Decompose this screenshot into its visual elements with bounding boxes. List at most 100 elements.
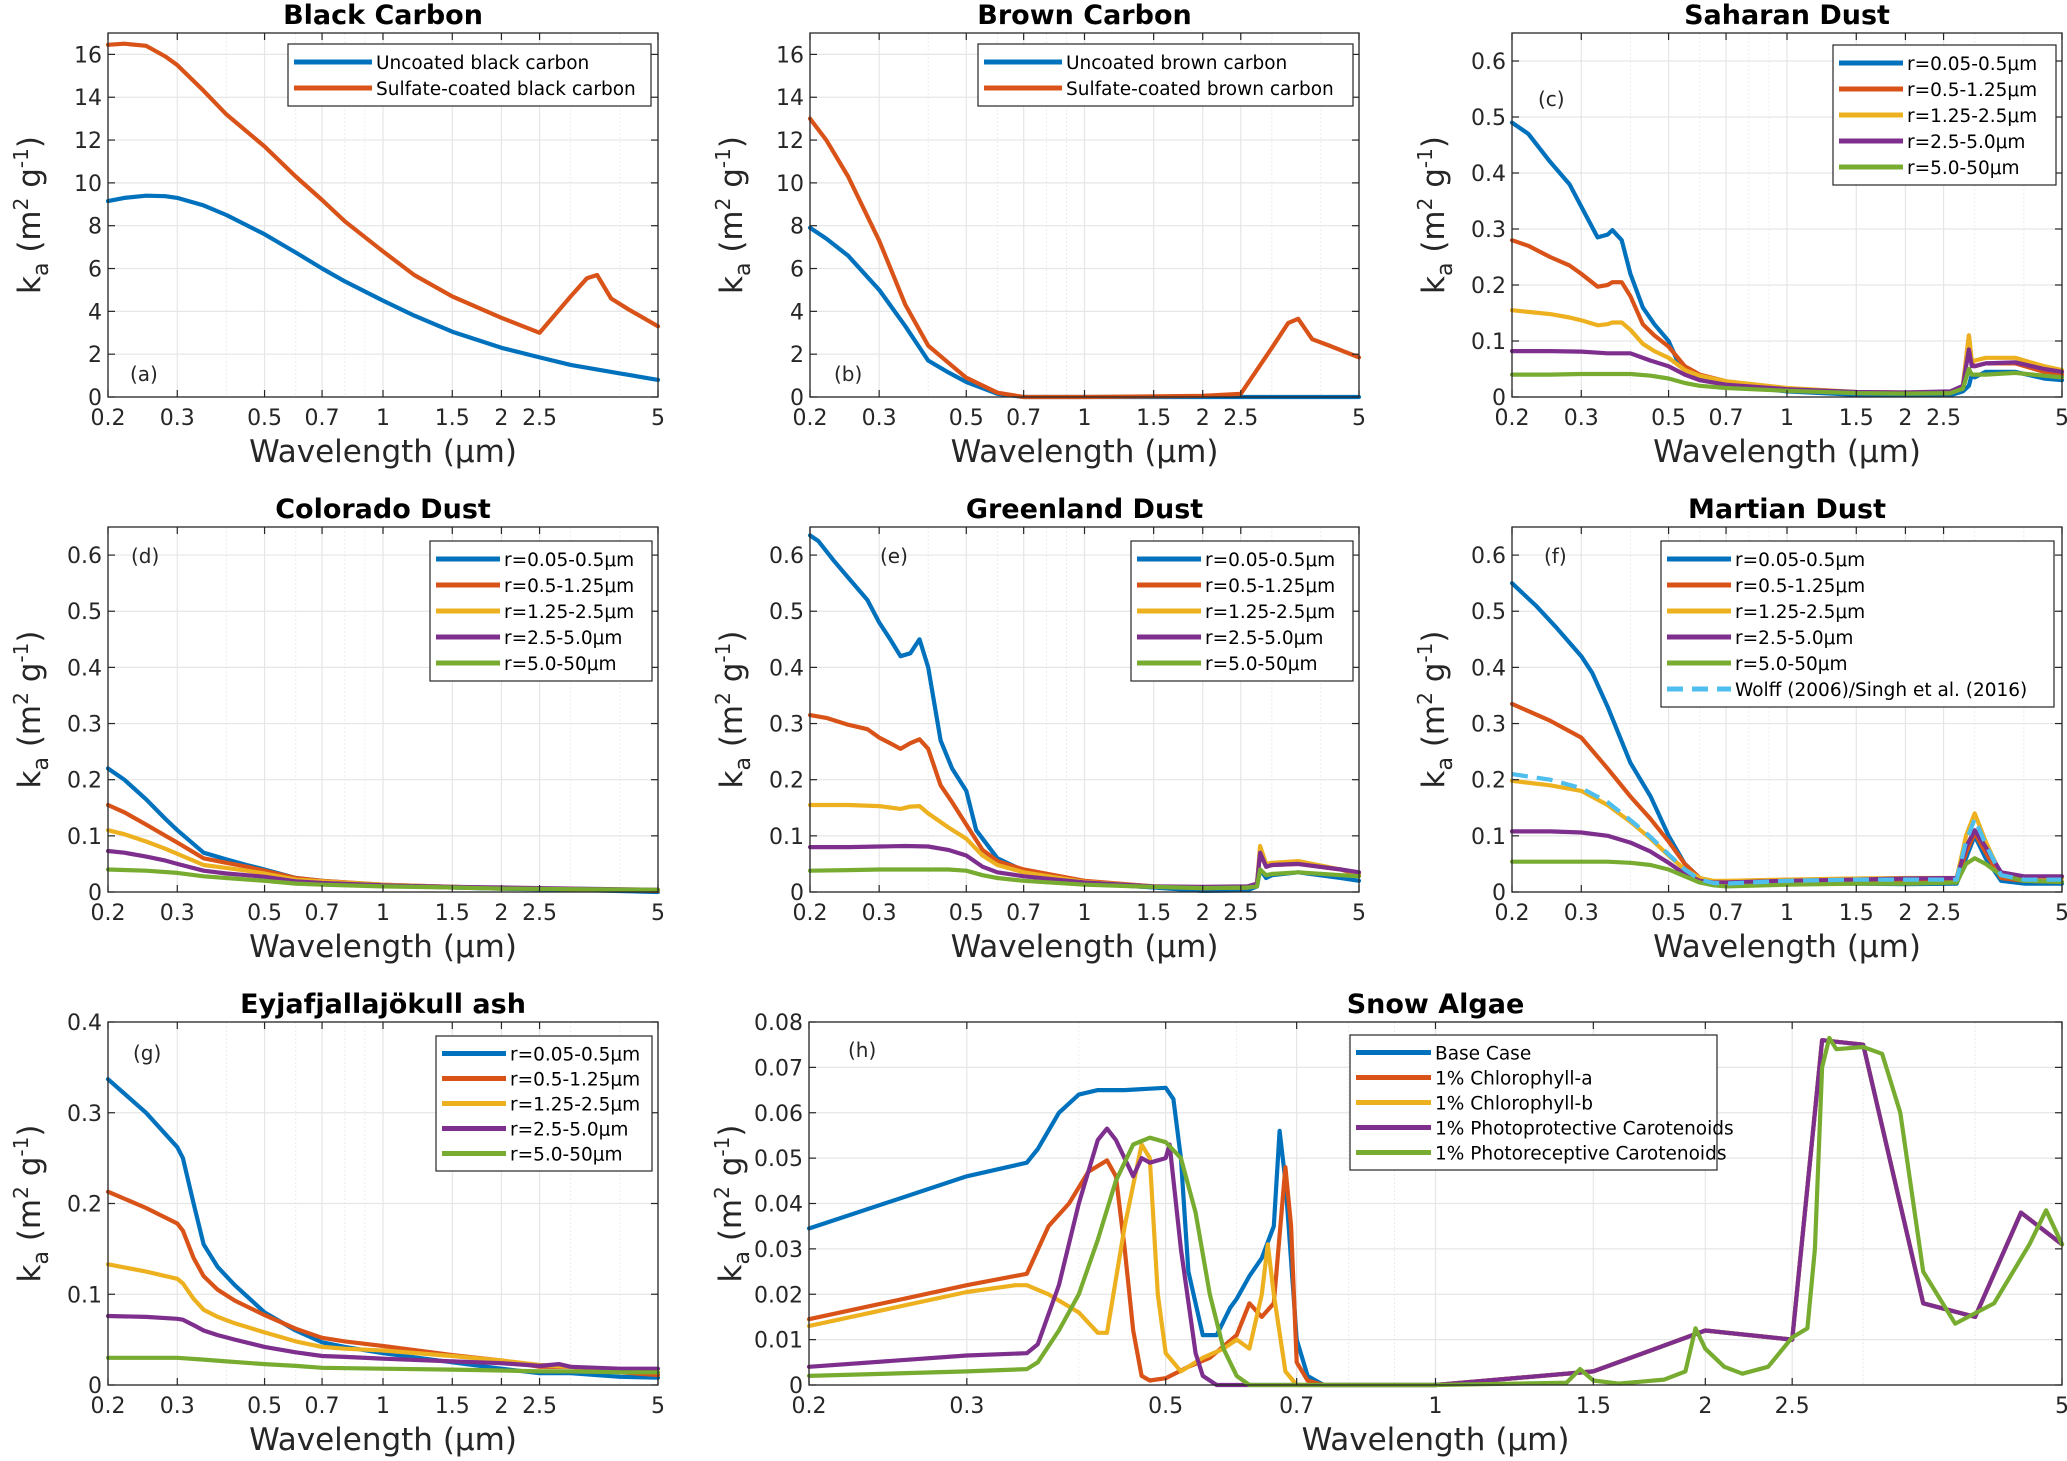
legend-item-label: r=0.5-1.25μm xyxy=(510,1070,640,1091)
y-tick-label: 0.2 xyxy=(67,769,102,794)
y-tick-label: 0.1 xyxy=(1471,330,1506,355)
y-tick-label: 8 xyxy=(88,215,102,240)
y-label-part: k xyxy=(1416,770,1452,788)
x-tick-label: 1.5 xyxy=(435,406,470,431)
legend-item-label: r=2.5-5.0μm xyxy=(1907,132,2025,153)
legend: Uncoated brown carbon Sulfate-coated brow… xyxy=(977,43,1354,107)
x-tick-label: 0.7 xyxy=(1279,1394,1314,1419)
x-axis-label: Wavelength (μm) xyxy=(951,929,1219,965)
x-tick-label: 0.3 xyxy=(862,901,897,926)
y-tick-label: 0.3 xyxy=(1471,218,1506,243)
legend-item-label: r=1.25-2.5μm xyxy=(510,1095,640,1116)
x-tick-label: 1 xyxy=(376,901,390,926)
y-tick-label: 0.5 xyxy=(1471,600,1506,625)
y-tick-label: 4 xyxy=(88,300,102,325)
legend-item-label: r=0.5-1.25μm xyxy=(1907,80,2037,101)
y-label-part: k xyxy=(12,276,48,294)
y-label-part: -1 xyxy=(9,148,33,168)
y-tick-label: 0.01 xyxy=(754,1329,803,1354)
legend: r=0.05-0.5μm r=0.5-1.25μm r=1.25-2.5μm r=2.… xyxy=(1660,540,2055,708)
series-line-2 xyxy=(105,41,661,335)
y-tick-label: 0 xyxy=(88,1374,102,1399)
y-label-part: 2 xyxy=(1413,198,1437,211)
x-tick-label: 1.5 xyxy=(1839,901,1874,926)
y-label-part: -1 xyxy=(9,1137,33,1157)
x-tick-label: 0.7 xyxy=(305,406,340,431)
y-label-part: 2 xyxy=(711,198,735,211)
y-label-part: ) xyxy=(12,631,48,643)
x-tick-label: 5 xyxy=(2055,901,2067,926)
y-label-part: (m xyxy=(12,210,48,262)
x-tick-label: 1 xyxy=(1780,406,1794,431)
y-tick-label: 0 xyxy=(88,386,102,411)
x-tick-label: 1.5 xyxy=(1136,901,1171,926)
legend: r=0.05-0.5μm r=0.5-1.25μm r=1.25-2.5μm r=2.… xyxy=(1130,540,1354,682)
legend-item-label: r=1.25-2.5μm xyxy=(504,602,634,623)
y-label-part: (m xyxy=(714,210,750,262)
y-label-part: a xyxy=(731,757,756,770)
x-tick-label: 0.5 xyxy=(247,406,282,431)
x-tick-label: 2 xyxy=(1698,1394,1712,1419)
chart-title: Saharan Dust xyxy=(1684,0,1890,31)
x-tick-label: 5 xyxy=(1352,406,1366,431)
y-tick-label: 0.6 xyxy=(67,544,102,569)
x-tick-label: 0.7 xyxy=(1709,901,1744,926)
chart-title: Eyjafjallajökull ash xyxy=(240,989,526,1020)
x-tick-label: 1.5 xyxy=(1839,406,1874,431)
y-tick-label: 0 xyxy=(88,881,102,906)
x-tick-label: 1.5 xyxy=(435,1394,470,1419)
legend: Base Case 1% Chlorophyll-a 1% Chlorophyll-… xyxy=(1349,1034,1734,1171)
legend-item-label: r=2.5-5.0μm xyxy=(1735,628,1853,649)
legend-item-label: r=0.05-0.5μm xyxy=(510,1045,640,1066)
y-tick-label: 4 xyxy=(790,300,804,325)
y-label-part: 2 xyxy=(710,1186,734,1199)
y-axis-label: ka (m2 g-1) xyxy=(9,631,54,789)
x-tick-label: 2 xyxy=(1196,901,1210,926)
panel-label: (c) xyxy=(1538,87,1565,111)
y-tick-label: 0.06 xyxy=(754,1102,803,1127)
y-tick-label: 0.3 xyxy=(67,713,102,738)
y-label-part: a xyxy=(1433,757,1458,770)
y-label-part: (m xyxy=(1416,210,1452,262)
y-axis-label: ka (m2 g-1) xyxy=(710,1125,755,1283)
x-tick-label: 5 xyxy=(2055,1394,2067,1419)
chart-title: Greenland Dust xyxy=(966,494,1203,525)
x-tick-label: 1.5 xyxy=(1576,1394,1611,1419)
legend: r=0.05-0.5μm r=0.5-1.25μm r=1.25-2.5μm r=2.… xyxy=(435,1035,653,1172)
y-label-part: a xyxy=(29,263,54,276)
y-label-part: ) xyxy=(12,136,48,148)
y-tick-label: 0.4 xyxy=(1471,162,1506,187)
chart-title: Brown Carbon xyxy=(977,0,1191,31)
y-tick-label: 10 xyxy=(776,172,804,197)
x-tick-label: 1 xyxy=(1780,901,1794,926)
y-tick-label: 0.2 xyxy=(67,1193,102,1218)
y-tick-label: 14 xyxy=(74,86,102,111)
y-tick-label: 2 xyxy=(88,343,102,368)
y-tick-label: 12 xyxy=(776,129,804,154)
y-tick-label: 0.1 xyxy=(67,1283,102,1308)
legend-item-label: r=5.0-50μm xyxy=(1735,654,1848,675)
legend-item-label: r=2.5-5.0μm xyxy=(1205,628,1323,649)
x-axis-label: Wavelength (μm) xyxy=(249,929,517,965)
panel-f: 0.2 0.3 0.5 0.7 1 1.5 2 2.5 5 0 0.1 0.2 0.3 0.4 0.5 0.6… xyxy=(1413,494,2067,965)
legend-item-label: Sulfate-coated black carbon xyxy=(376,79,636,100)
y-tick-label: 0.1 xyxy=(1471,825,1506,850)
x-tick-label: 2 xyxy=(494,901,508,926)
legend: r=0.05-0.5μm r=0.5-1.25μm r=1.25-2.5μm r=2.… xyxy=(429,540,653,682)
y-tick-label: 0.4 xyxy=(67,1011,102,1036)
y-tick-label: 0.5 xyxy=(1471,106,1506,131)
panel-e: 0.2 0.3 0.5 0.7 1 1.5 2 2.5 5 0 0.1 0.2 0.3 0.4 0.5 0.6… xyxy=(711,494,1366,965)
y-tick-label: 12 xyxy=(74,129,102,154)
y-label-part: -1 xyxy=(711,148,735,168)
legend-item-label: Base Case xyxy=(1435,1044,1531,1065)
y-label-part: g xyxy=(12,1157,48,1187)
chart-title: Colorado Dust xyxy=(275,494,491,525)
legend-item-label: 1% Photoprotective Carotenoids xyxy=(1435,1119,1734,1140)
panel-label: (a) xyxy=(130,362,158,386)
y-tick-label: 0.1 xyxy=(769,825,804,850)
x-tick-label: 1.5 xyxy=(1136,406,1171,431)
y-axis-label: ka (m2 g-1) xyxy=(711,631,756,789)
y-tick-label: 0.3 xyxy=(1471,713,1506,738)
x-tick-label: 0.5 xyxy=(247,901,282,926)
